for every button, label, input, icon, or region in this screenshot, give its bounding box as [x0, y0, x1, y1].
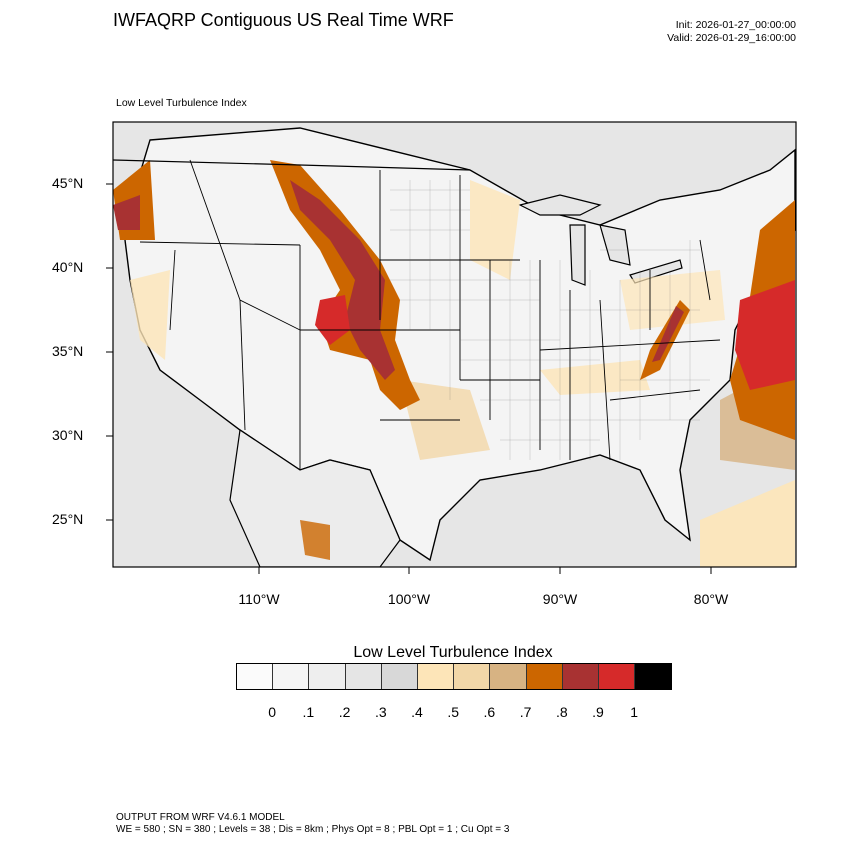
- legend-tick-label: .4: [411, 704, 423, 720]
- legend-swatch: [526, 664, 563, 689]
- lon-label-90w: 90°W: [542, 591, 578, 607]
- lat-label-25: 25°N: [52, 511, 84, 527]
- legend-swatch: [273, 664, 310, 689]
- lat-label-45: 45°N: [52, 175, 84, 191]
- map-frame: [112, 121, 797, 568]
- legend-tick-label: .1: [302, 704, 315, 720]
- legend-tick-label: .7: [519, 704, 532, 720]
- legend-swatch: [490, 664, 527, 689]
- lon-label-80w: 80°W: [693, 591, 729, 607]
- legend-tick-label: .2: [338, 704, 351, 720]
- legend-swatch: [309, 664, 346, 689]
- lon-label-100w: 100°W: [387, 591, 431, 607]
- main-title: IWFAQRP Contiguous US Real Time WRF: [113, 10, 454, 30]
- lat-label-35: 35°N: [52, 343, 84, 359]
- legend-swatch: [454, 664, 491, 689]
- legend-tick-label: 1: [630, 704, 639, 720]
- legend-tick-label: .3: [374, 704, 387, 720]
- legend-swatch: [345, 664, 382, 689]
- lat-label-40: 40°N: [52, 259, 84, 275]
- map-subtitle: Low Level Turbulence Index: [116, 97, 247, 109]
- legend-swatch: [562, 664, 599, 689]
- legend-tick-label: .5: [447, 704, 460, 720]
- legend-swatch: [237, 664, 274, 689]
- legend-tick-label: .8: [555, 704, 568, 720]
- lat-label-30: 30°N: [52, 427, 84, 443]
- legend-tick-label: .9: [592, 704, 604, 720]
- model-info-line2: WE = 580 ; SN = 380 ; Levels = 38 ; Dis …: [116, 824, 510, 835]
- valid-time: Valid: 2026-01-29_16:00:00: [667, 32, 796, 44]
- legend-tick-label: .6: [483, 704, 496, 720]
- lon-label-110w: 110°W: [238, 591, 280, 607]
- legend-swatch: [598, 664, 636, 689]
- legend-swatch: [635, 664, 672, 689]
- legend-tick-label: 0: [268, 704, 277, 720]
- legend-title: Low Level Turbulence Index: [353, 644, 553, 661]
- legend-colorbar: [236, 663, 673, 690]
- legend-swatch: [417, 664, 455, 689]
- model-info-line1: OUTPUT FROM WRF V4.6.1 MODEL: [116, 812, 285, 823]
- legend-swatch: [381, 664, 418, 689]
- init-time: Init: 2026-01-27_00:00:00: [675, 19, 796, 31]
- map-field: [113, 122, 796, 567]
